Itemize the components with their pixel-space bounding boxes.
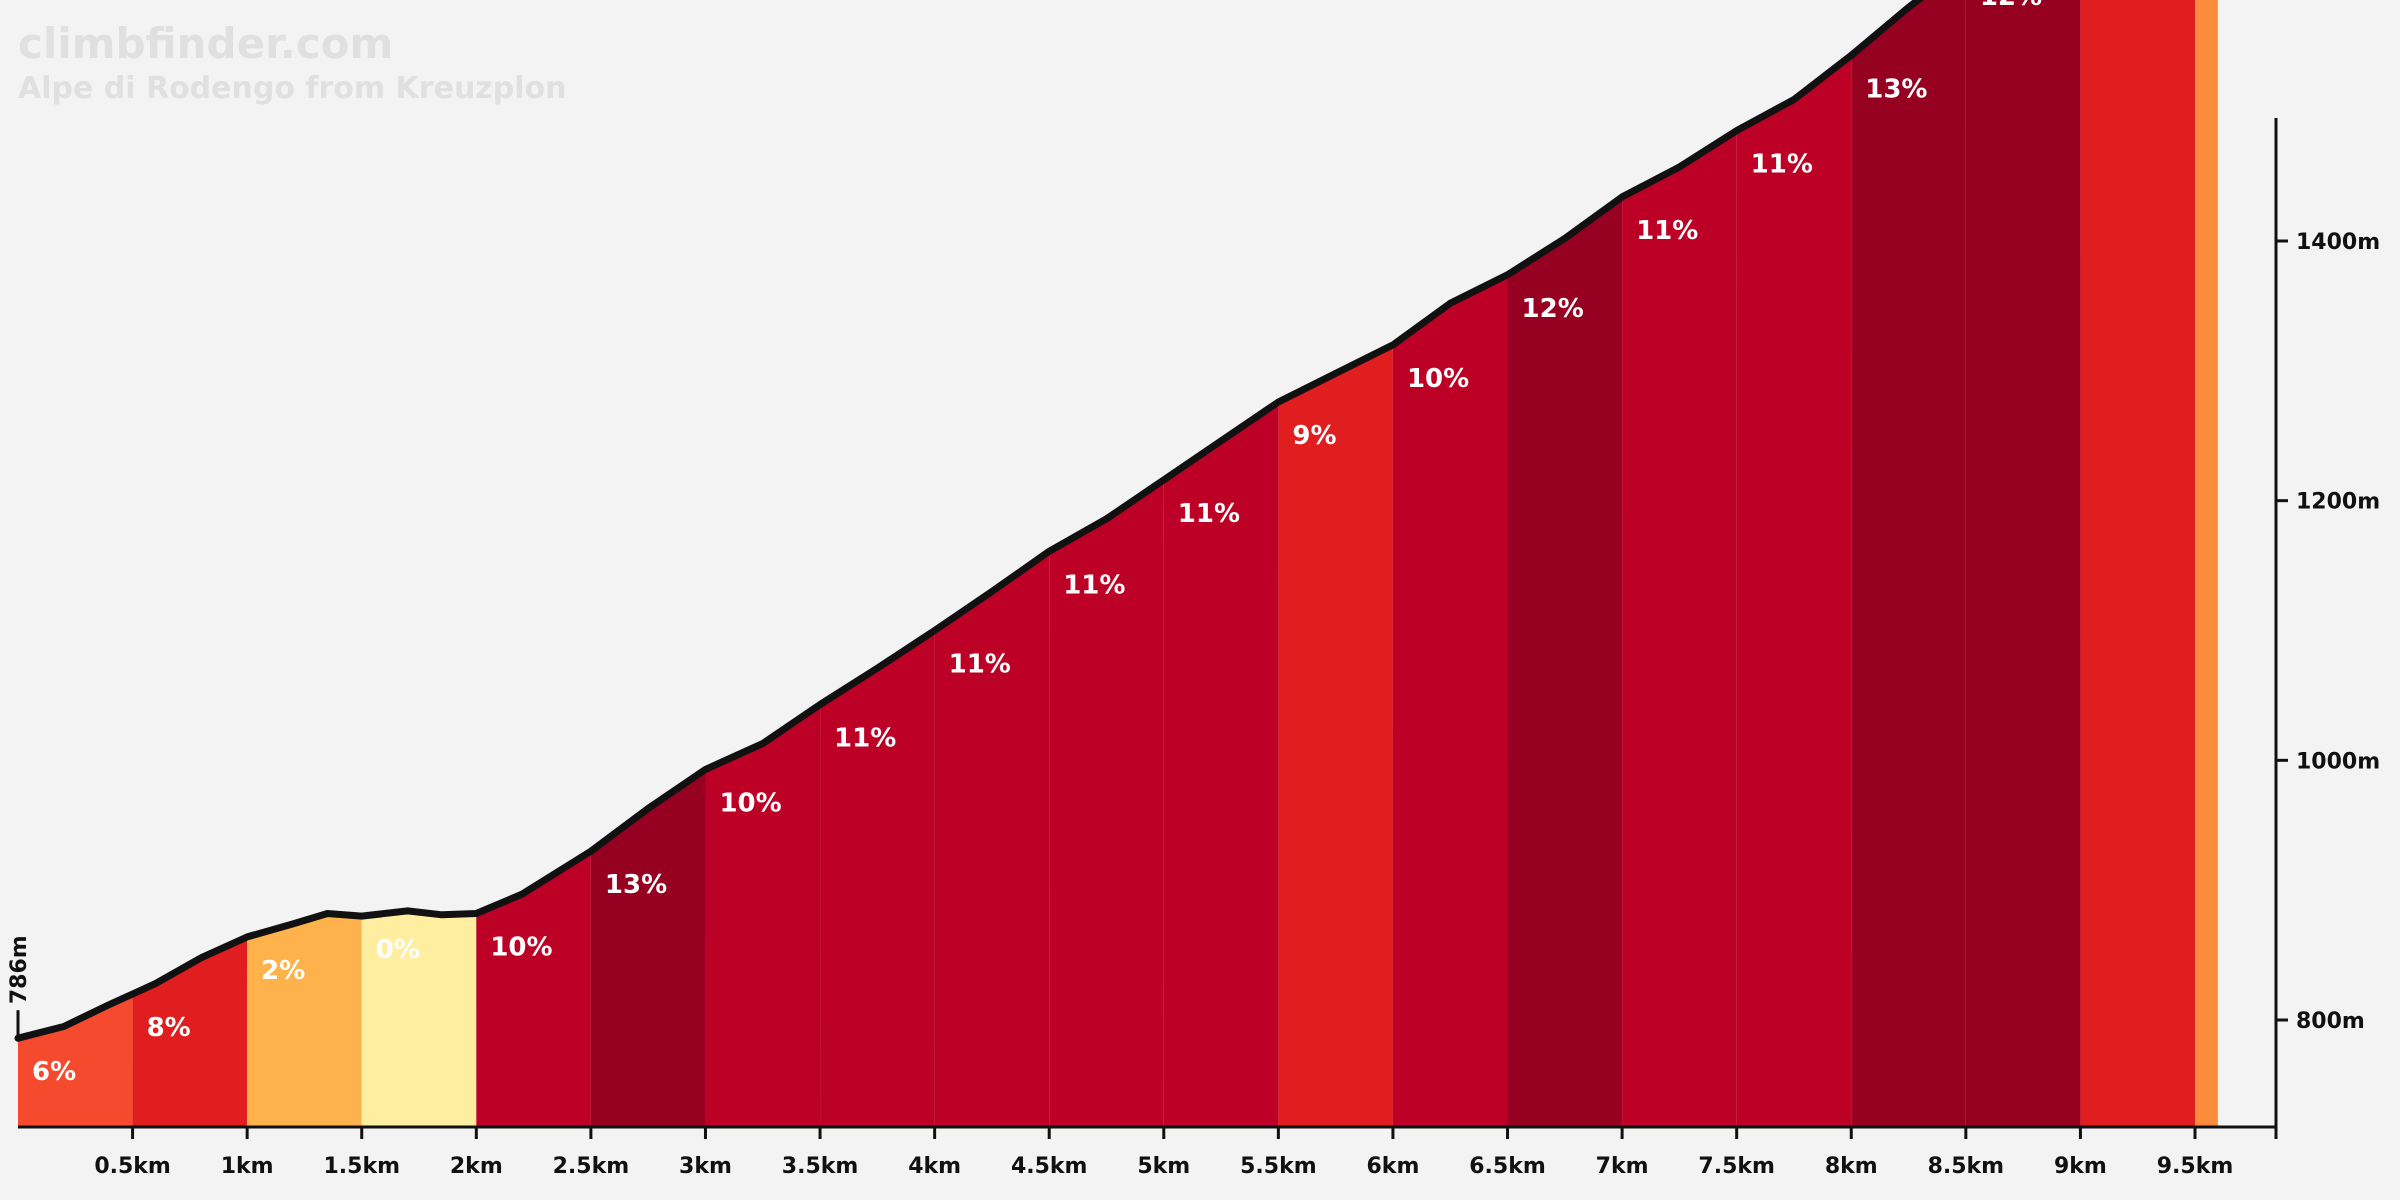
profile-line	[14, 0, 1924, 1042]
gradient-label-18: 12%	[1980, 0, 2042, 12]
gradient-label-11: 11%	[1178, 499, 1240, 529]
x-tick-label-18: 9km	[2054, 1154, 2107, 1179]
gradient-segment-3	[247, 913, 362, 1127]
gradient-segment-8	[820, 630, 935, 1127]
gradient-segment-20	[2195, 0, 2218, 1127]
x-tick-label-2: 1km	[221, 1154, 274, 1179]
gradient-label-17: 13%	[1865, 74, 1927, 104]
x-tick-label-11: 5.5km	[1240, 1154, 1317, 1179]
gradient-label-3: 2%	[261, 956, 305, 986]
x-tick-label-12: 6km	[1367, 1154, 1420, 1179]
gradient-segment-6	[590, 769, 706, 1127]
y-tick-label-1: 800m	[2296, 1009, 2365, 1034]
gradient-segment-1	[18, 994, 133, 1127]
x-tick-label-1: 0.5km	[94, 1154, 171, 1179]
start-elevation-label: 786m	[7, 935, 32, 1004]
gradient-segments	[18, 0, 2218, 1128]
gradient-label-16: 11%	[1751, 150, 1813, 180]
gradient-label-5: 10%	[490, 933, 552, 963]
endpoint-markers: 786m1727m	[7, 935, 32, 1039]
x-tick-label-8: 4km	[908, 1154, 961, 1179]
gradient-label-12: 9%	[1292, 421, 1336, 451]
climb-title: Alpe di Rodengo from Kreuzplon	[18, 71, 566, 106]
gradient-segment-17	[1851, 0, 1966, 1127]
y-tick-label-4: 1400m	[2296, 230, 2380, 255]
x-tick-label-6: 3km	[679, 1154, 732, 1179]
gradient-label-13: 10%	[1407, 364, 1469, 394]
gradient-label-1: 6%	[32, 1057, 76, 1087]
x-tick-label-10: 5km	[1137, 1154, 1190, 1179]
x-tick-label-15: 7.5km	[1698, 1154, 1775, 1179]
gradient-segment-4	[361, 910, 477, 1127]
gradient-segment-19	[2080, 0, 2195, 1127]
gradient-label-15: 11%	[1636, 216, 1698, 246]
gradient-label-7: 10%	[719, 788, 781, 818]
gradient-label-14: 12%	[1522, 294, 1584, 324]
x-tick-label-5: 2.5km	[553, 1154, 630, 1179]
y-tick-label-2: 1000m	[2296, 749, 2380, 774]
y-tick-label-3: 1200m	[2296, 490, 2380, 515]
gradient-segment-5	[476, 851, 591, 1127]
gradient-segment-15	[1622, 130, 1737, 1128]
x-tick-label-3: 1.5km	[323, 1154, 400, 1179]
gradient-segment-12	[1278, 344, 1393, 1127]
x-tick-label-14: 7km	[1596, 1154, 1649, 1179]
gradient-label-4: 0%	[376, 935, 420, 965]
x-tick-label-13: 6.5km	[1469, 1154, 1546, 1179]
gradient-segment-7	[705, 704, 821, 1127]
gradient-segment-2	[132, 936, 248, 1127]
brand-site-name: climbfinder.com	[18, 19, 393, 68]
gradient-label-6: 13%	[605, 870, 667, 900]
x-tick-label-19: 9.5km	[2157, 1154, 2234, 1179]
gradient-segment-11	[1163, 402, 1279, 1127]
gradient-label-2: 8%	[147, 1013, 191, 1043]
gradient-segment-13	[1392, 274, 1508, 1127]
gradient-segment-9	[934, 551, 1050, 1127]
gradient-label-9: 11%	[949, 650, 1011, 680]
x-tick-label-16: 8km	[1825, 1154, 1878, 1179]
gradient-labels: 6% 8% 2% 0% 10% 13% 10% 11% 11% 11% 11% 9% 10% 12% 11%…	[32, 0, 2042, 1087]
gradient-label-10: 11%	[1063, 570, 1125, 600]
profile-line-group	[14, 0, 1924, 1042]
x-tick-label-9: 4.5km	[1011, 1154, 1088, 1179]
x-tick-label-17: 8.5km	[1928, 1154, 2005, 1179]
gradient-segment-16	[1736, 55, 1852, 1127]
distance-axis: 0.5km 1km 1.5km 2km 2.5km 3km 3.5km 4km 4.5km 5km…	[18, 1125, 2276, 1179]
x-tick-label-4: 2km	[450, 1154, 503, 1179]
gradient-segment-14	[1507, 196, 1623, 1127]
gradient-segment-18	[1965, 0, 2081, 1127]
gradient-segment-10	[1049, 479, 1164, 1127]
gradient-label-8: 11%	[834, 724, 896, 754]
x-tick-label-7: 3.5km	[782, 1154, 859, 1179]
elevation-axis: 800m1000m1200m1400m1600m	[2274, 118, 2380, 1139]
